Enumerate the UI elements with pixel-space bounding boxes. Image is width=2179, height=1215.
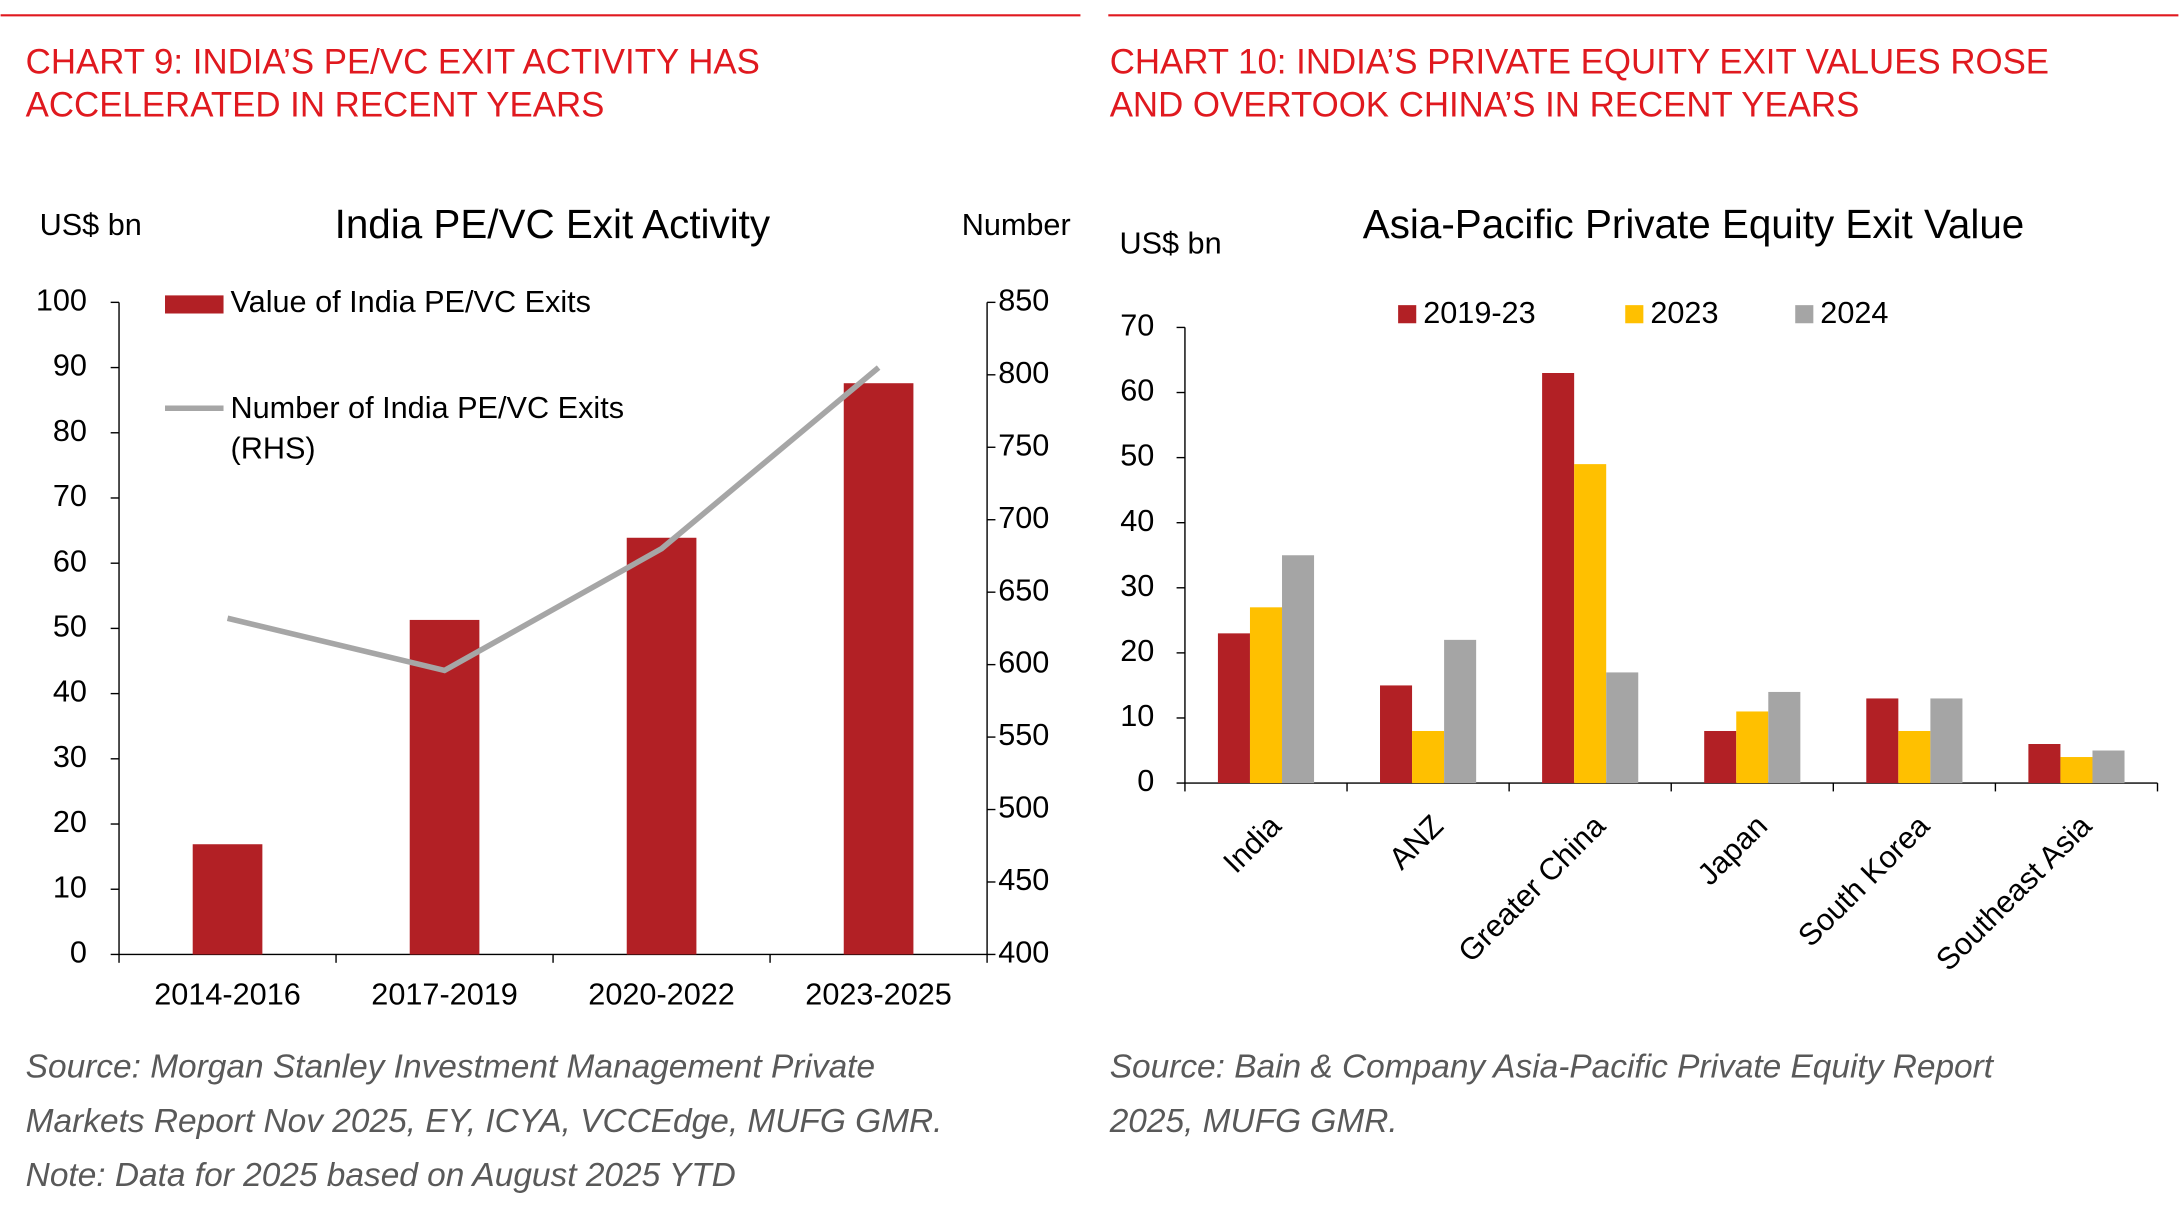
source-note: Source: Bain & Company Asia-Pacific Priv…	[1110, 1049, 1995, 1086]
bar	[1380, 685, 1413, 784]
chart-title: India PE/VC Exit Activity	[335, 201, 771, 247]
y-tick-label: 50	[53, 609, 87, 643]
bar	[2060, 757, 2093, 784]
chart-title: Asia-Pacific Private Equity Exit Value	[1363, 201, 2024, 247]
chart-header: ACCELERATED IN RECENT YEARS	[26, 85, 605, 124]
y-axis-label: US$ bn	[1119, 226, 1221, 260]
source-note: Markets Report Nov 2025, EY, ICYA, VCCEd…	[26, 1103, 943, 1140]
y-tick-label: 0	[1137, 764, 1154, 798]
y2-tick-label: 600	[998, 646, 1049, 680]
chart-header: AND OVERTOOK CHINA’S IN RECENT YEARS	[1110, 85, 1860, 124]
y-tick-label: 50	[1120, 439, 1154, 473]
y2-tick-label: 550	[998, 718, 1049, 752]
y-tick-label: 60	[1120, 374, 1154, 408]
legend-label: 2023	[1650, 296, 1718, 330]
bar	[1930, 698, 1963, 784]
source-note: Source: Morgan Stanley Investment Manage…	[26, 1049, 875, 1086]
x-tick-label: ANZ	[1383, 809, 1450, 876]
y-tick-label: 30	[1120, 569, 1154, 603]
bar	[1866, 698, 1899, 784]
y-axis-label: US$ bn	[40, 208, 142, 242]
y-tick-label: 40	[1120, 504, 1154, 538]
y2-tick-label: 500	[998, 791, 1049, 825]
x-tick-label: 2020-2022	[588, 977, 735, 1011]
legend-swatch	[1625, 305, 1644, 324]
line-series	[226, 365, 881, 674]
y2-tick-label: 400	[998, 936, 1049, 970]
bar	[2092, 750, 2125, 784]
bar	[1249, 607, 1283, 784]
legend-label: 2024	[1820, 296, 1888, 330]
legend-label: 2019-23	[1423, 296, 1535, 330]
y2-tick-label: 800	[998, 356, 1049, 390]
bar	[1282, 555, 1315, 784]
y2-tick-label: 450	[998, 863, 1049, 897]
y-tick-label: 10	[53, 870, 87, 904]
bar	[1704, 730, 1737, 784]
legend-swatch	[1398, 305, 1417, 324]
legend-label: Value of India PE/VC Exits	[231, 285, 592, 319]
x-tick-label: 2014-2016	[154, 977, 301, 1011]
chart-header: CHART 9: INDIA’S PE/VC EXIT ACTIVITY HAS	[26, 42, 760, 81]
bar	[2028, 744, 2061, 784]
bar	[1574, 464, 1607, 784]
chart-header: CHART 10: INDIA’S PRIVATE EQUITY EXIT VA…	[1110, 42, 2049, 81]
y-tick-label: 30	[53, 740, 87, 774]
y-tick-label: 100	[36, 283, 87, 317]
x-tick-label: Greater China	[1452, 808, 1613, 969]
legend-label-box: Number of India PE/VC Exits (RHS)	[230, 390, 625, 466]
y-tick-label: 90	[53, 349, 87, 383]
bar	[1217, 633, 1250, 784]
y-tick-label: 0	[70, 936, 87, 970]
y2-tick-label: 850	[998, 283, 1049, 317]
y2-tick-label: 650	[998, 573, 1049, 607]
y-tick-label: 70	[1120, 309, 1154, 343]
bar	[192, 844, 263, 955]
y-tick-label: 20	[1120, 634, 1154, 668]
bar	[1412, 730, 1445, 784]
y2-tick-label: 750	[998, 428, 1049, 462]
legend-label: Number of India PE/VC Exits (RHS)	[230, 390, 625, 466]
bar	[1542, 372, 1575, 784]
x-tick-label: 2017-2019	[371, 977, 518, 1011]
x-tick-label: Japan	[1691, 809, 1774, 892]
source-note: 2025, MUFG GMR.	[1109, 1103, 1398, 1140]
bar	[1768, 691, 1801, 784]
x-tick-label: India	[1217, 808, 1289, 880]
bar	[1898, 730, 1931, 784]
x-tick-label: Southeast Asia	[1930, 808, 2099, 977]
bar	[1444, 639, 1477, 784]
x-tick-label: South Korea	[1792, 808, 1937, 953]
y2-axis-label: Number	[962, 208, 1071, 242]
source-note: Note: Data for 2025 based on August 2025…	[26, 1157, 736, 1194]
bar	[409, 619, 480, 955]
legend-swatch	[1795, 305, 1814, 324]
y-tick-label: 70	[53, 479, 87, 513]
legend-swatch	[165, 295, 224, 314]
bar	[626, 537, 697, 955]
bar	[843, 383, 914, 955]
y-tick-label: 80	[53, 414, 87, 448]
y-tick-label: 20	[53, 805, 87, 839]
y-tick-label: 60	[53, 544, 87, 578]
y2-tick-label: 700	[998, 501, 1049, 535]
y-tick-label: 40	[53, 675, 87, 709]
bar	[1606, 672, 1639, 784]
bar	[1736, 711, 1769, 784]
y-tick-label: 10	[1120, 699, 1154, 733]
x-tick-label: 2023-2025	[805, 977, 952, 1011]
